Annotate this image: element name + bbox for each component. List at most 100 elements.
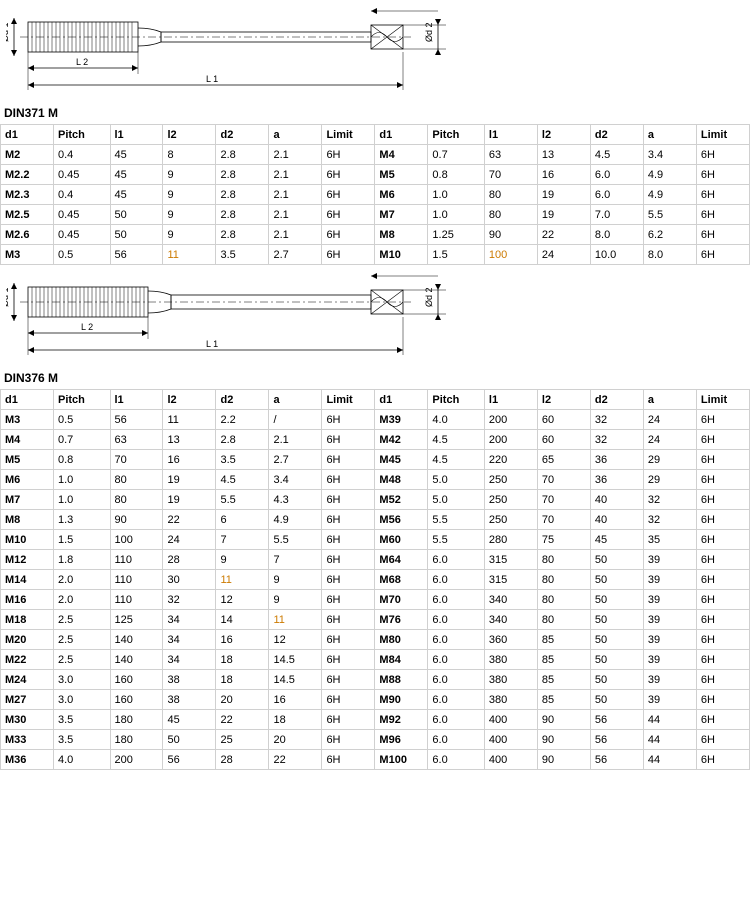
table-cell: 4.5 <box>216 470 269 490</box>
table-row: M50.870163.52.76HM454.52206536296H <box>1 450 750 470</box>
table-cell: 11 <box>163 245 216 265</box>
col-header: d2 <box>590 125 643 145</box>
table-cell: 2.1 <box>269 165 322 185</box>
table-row: M273.01603820166HM906.03808550396H <box>1 690 750 710</box>
table-cell: 90 <box>537 750 590 770</box>
table-cell: 50 <box>590 570 643 590</box>
table-cell: 16 <box>163 450 216 470</box>
table-cell: 2.1 <box>269 185 322 205</box>
table-cell: 7 <box>269 550 322 570</box>
table-cell: 6.0 <box>428 570 485 590</box>
table-cell: 125 <box>110 610 163 630</box>
table-cell: 39 <box>643 590 696 610</box>
table-cell: 45 <box>590 530 643 550</box>
table-cell: 340 <box>484 610 537 630</box>
table-cell: 6H <box>322 550 375 570</box>
table-cell: 7.0 <box>590 205 643 225</box>
table-cell: 10.0 <box>590 245 643 265</box>
table-cell: M2.6 <box>1 225 54 245</box>
table-cell: 60 <box>537 410 590 430</box>
table-cell: 56 <box>163 750 216 770</box>
table-cell: 8.0 <box>643 245 696 265</box>
col-header: Limit <box>696 125 749 145</box>
table-cell: 160 <box>110 690 163 710</box>
table-cell: 6H <box>696 470 749 490</box>
col-header: d2 <box>590 390 643 410</box>
col-header: Limit <box>322 390 375 410</box>
table-cell: 11 <box>163 410 216 430</box>
tap-diagram-1: Ød 1 Ød 2 L 2 L <box>6 8 466 98</box>
table-cell: 36 <box>590 470 643 490</box>
table-cell: 9 <box>216 550 269 570</box>
table-row: M333.51805025206HM966.04009056446H <box>1 730 750 750</box>
table-row: M61.080194.53.46HM485.02507036296H <box>1 470 750 490</box>
table-cell: 4.5 <box>590 145 643 165</box>
table-cell: 13 <box>163 430 216 450</box>
col-header: d1 <box>375 125 428 145</box>
table-cell: 100 <box>110 530 163 550</box>
table-cell: 2.8 <box>216 185 269 205</box>
table-row: M182.51253414116HM766.03408050396H <box>1 610 750 630</box>
label-l2: L 2 <box>76 57 88 67</box>
table-cell: 50 <box>590 670 643 690</box>
table-cell: 1.0 <box>53 490 110 510</box>
table-cell: 0.45 <box>53 165 110 185</box>
table-cell: 38 <box>163 690 216 710</box>
table-cell: 3.0 <box>53 690 110 710</box>
table-row: M30.556112.2/6HM394.02006032246H <box>1 410 750 430</box>
table-cell: 6H <box>696 165 749 185</box>
table-cell: M2.5 <box>1 205 54 225</box>
table-cell: 6.0 <box>428 710 485 730</box>
table-cell: 39 <box>643 610 696 630</box>
table-cell: M84 <box>375 650 428 670</box>
table-cell: 4.5 <box>428 450 485 470</box>
table-cell: 19 <box>163 490 216 510</box>
table-cell: 4.9 <box>643 185 696 205</box>
table-cell: 9 <box>163 185 216 205</box>
table-cell: 1.0 <box>53 470 110 490</box>
table-cell: 50 <box>110 205 163 225</box>
table-cell: 6.0 <box>428 730 485 750</box>
table-cell: 11 <box>269 610 322 630</box>
table-cell: 16 <box>269 690 322 710</box>
table-cell: 6 <box>216 510 269 530</box>
table-cell: 34 <box>163 630 216 650</box>
table-cell: 2.5 <box>53 630 110 650</box>
table-cell: 24 <box>163 530 216 550</box>
table-cell: 400 <box>484 710 537 730</box>
table-cell: 2.8 <box>216 165 269 185</box>
table-cell: 6.2 <box>643 225 696 245</box>
table-cell: 6.0 <box>428 590 485 610</box>
table-cell: 22 <box>537 225 590 245</box>
table-cell: 2.7 <box>269 245 322 265</box>
table-cell: M45 <box>375 450 428 470</box>
table-cell: 40 <box>590 510 643 530</box>
table-cell: 14.5 <box>269 650 322 670</box>
table-cell: M56 <box>375 510 428 530</box>
table-cell: M88 <box>375 670 428 690</box>
table-cell: 29 <box>643 450 696 470</box>
table-cell: 6H <box>696 570 749 590</box>
table-cell: 22 <box>163 510 216 530</box>
table-cell: M52 <box>375 490 428 510</box>
table-cell: 315 <box>484 550 537 570</box>
col-header: Limit <box>696 390 749 410</box>
table-cell: 380 <box>484 690 537 710</box>
table-cell: 2.8 <box>216 225 269 245</box>
table-cell: 6H <box>322 630 375 650</box>
label-l2-2: L 2 <box>81 322 93 332</box>
table-cell: 7 <box>216 530 269 550</box>
col-header: a <box>269 125 322 145</box>
label-d2-2: Ød 2 <box>424 287 434 307</box>
table-cell: 56 <box>590 750 643 770</box>
table-cell: 6.0 <box>428 650 485 670</box>
table-cell: 24 <box>643 410 696 430</box>
table-cell: M4 <box>375 145 428 165</box>
table-cell: 1.0 <box>428 185 485 205</box>
table-cell: 4.5 <box>428 430 485 450</box>
table-cell: M30 <box>1 710 54 730</box>
table-cell: 2.1 <box>269 145 322 165</box>
table-cell: 56 <box>590 710 643 730</box>
table-cell: 6.0 <box>428 630 485 650</box>
table-cell: 0.5 <box>53 410 110 430</box>
